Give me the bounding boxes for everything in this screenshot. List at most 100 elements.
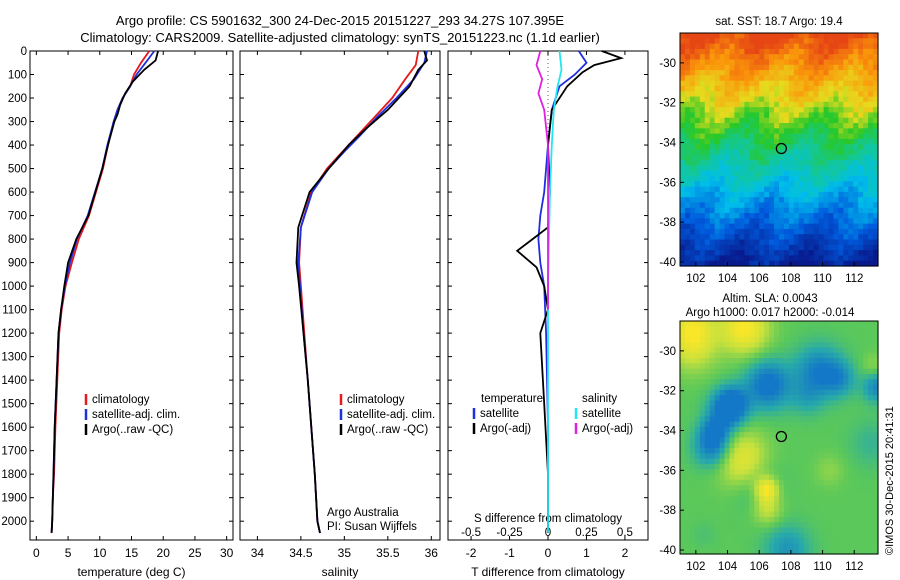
- sst-map-cell: [783, 160, 790, 166]
- sla-map-cell: [684, 363, 691, 370]
- sla-map-cell: [774, 527, 780, 534]
- sla-map-cell: [803, 379, 810, 386]
- sst-map-cell: [863, 70, 869, 76]
- sst-map-cell: [724, 160, 731, 166]
- sst-map-cell: [734, 48, 740, 55]
- sla-map-cell: [813, 511, 820, 518]
- sla-map-cell: [739, 485, 745, 492]
- sst-map-cell: [694, 202, 701, 209]
- sla-map-cell: [873, 474, 879, 481]
- sla-map-cell: [808, 336, 815, 343]
- sst-map-cell: [868, 250, 874, 257]
- sst-map-cell: [788, 64, 795, 71]
- depth-tick-label: 1600: [1, 422, 27, 434]
- sst-map-cell: [729, 128, 736, 135]
- sla-map-cell: [818, 368, 825, 375]
- sst-map-cell: [843, 202, 849, 209]
- sla-map-cell: [774, 543, 780, 550]
- sst-map-cell: [843, 43, 849, 50]
- sla-map-cell: [843, 442, 849, 449]
- sst-map-cell: [868, 255, 874, 262]
- sla-map-cell: [729, 442, 736, 449]
- sst-map-cell: [774, 234, 780, 241]
- sla-map-cell: [724, 432, 731, 439]
- sla-map-cell: [863, 501, 869, 507]
- sla-map-cell: [853, 363, 859, 370]
- sla-map-cell: [833, 432, 839, 439]
- sla-map-cell: [779, 368, 785, 375]
- sla-map-cell: [729, 527, 736, 534]
- sla-map-cell: [754, 373, 760, 380]
- sla-map-cell: [783, 463, 790, 470]
- sla-map-cell: [838, 405, 844, 412]
- sla-map-cell: [848, 405, 854, 412]
- sst-map-cell: [714, 85, 721, 92]
- sst-map-cell: [714, 107, 721, 114]
- sst-map-cell: [853, 43, 859, 50]
- sst-map-cell: [833, 175, 839, 182]
- sla-map-cell: [744, 448, 750, 454]
- sst-map-cell: [719, 80, 726, 87]
- sla-map-cell: [853, 326, 859, 333]
- sla-map-cell: [749, 522, 755, 529]
- sla-map-cell: [823, 373, 830, 380]
- sst-map-cell: [744, 197, 750, 204]
- sst-map-cell: [699, 144, 706, 151]
- sla-map-cell: [823, 495, 830, 502]
- sla-map-cell: [838, 463, 844, 470]
- sst-map-cell: [724, 223, 731, 230]
- sst-map-cell: [798, 38, 805, 45]
- sla-map-cell: [774, 336, 780, 343]
- sla-map-cell: [833, 463, 839, 470]
- sla-map-cell: [729, 405, 736, 412]
- sla-map-cell: [853, 400, 859, 407]
- sla-map-cell: [793, 442, 800, 449]
- sla-map-cell: [724, 352, 731, 359]
- sla-map-cell: [868, 474, 874, 481]
- sst-map-cell: [873, 85, 879, 92]
- sla-map-cell: [858, 358, 864, 364]
- sst-map-cell: [779, 64, 785, 71]
- sla-map-cell: [818, 395, 825, 402]
- sst-map-cell: [783, 191, 790, 198]
- sst-map-cell: [729, 186, 736, 193]
- sst-map-lat-tick-label: -32: [659, 98, 676, 110]
- sla-map-cell: [689, 389, 696, 396]
- sla-map-cell: [749, 358, 755, 364]
- sla-map-cell: [823, 384, 830, 391]
- sst-map-cell: [823, 207, 830, 214]
- sst-map-cell: [729, 170, 736, 177]
- sst-map-cell: [689, 191, 696, 198]
- sla-map-cell: [689, 490, 696, 497]
- sla-map-cell: [828, 421, 835, 428]
- sla-map-cell: [719, 469, 726, 476]
- sla-map-cell: [724, 501, 731, 507]
- sst-map-cell: [719, 186, 726, 193]
- sst-map-cell: [684, 223, 691, 230]
- sla-map-cell: [699, 395, 706, 402]
- sst-map-cell: [813, 91, 820, 98]
- sla-map-cell: [759, 395, 765, 402]
- sst-map-cell: [848, 59, 854, 66]
- sla-map-cell: [828, 326, 835, 333]
- sla-map-cell: [843, 395, 849, 402]
- sst-map-cell: [833, 181, 839, 188]
- sst-map-cell: [734, 213, 740, 219]
- sla-map-cell: [858, 421, 864, 428]
- sla-map-cell: [719, 347, 726, 354]
- sla-map-cell: [793, 490, 800, 497]
- sla-map-cell: [798, 511, 805, 518]
- sst-map-cell: [689, 244, 696, 251]
- sst-map-cell: [764, 75, 770, 82]
- sla-map-cell: [719, 548, 726, 555]
- sst-map-cell: [793, 91, 800, 98]
- sla-map-cell: [848, 516, 854, 523]
- sla-map-cell: [694, 384, 701, 391]
- sst-map-cell: [793, 197, 800, 204]
- sla-map-cell: [769, 358, 775, 364]
- sla-map-cell: [783, 379, 790, 386]
- sla-map-cell: [724, 527, 731, 534]
- sst-map-cell: [853, 54, 859, 61]
- sla-map-cell: [813, 463, 820, 470]
- sst-map-cell: [813, 117, 820, 124]
